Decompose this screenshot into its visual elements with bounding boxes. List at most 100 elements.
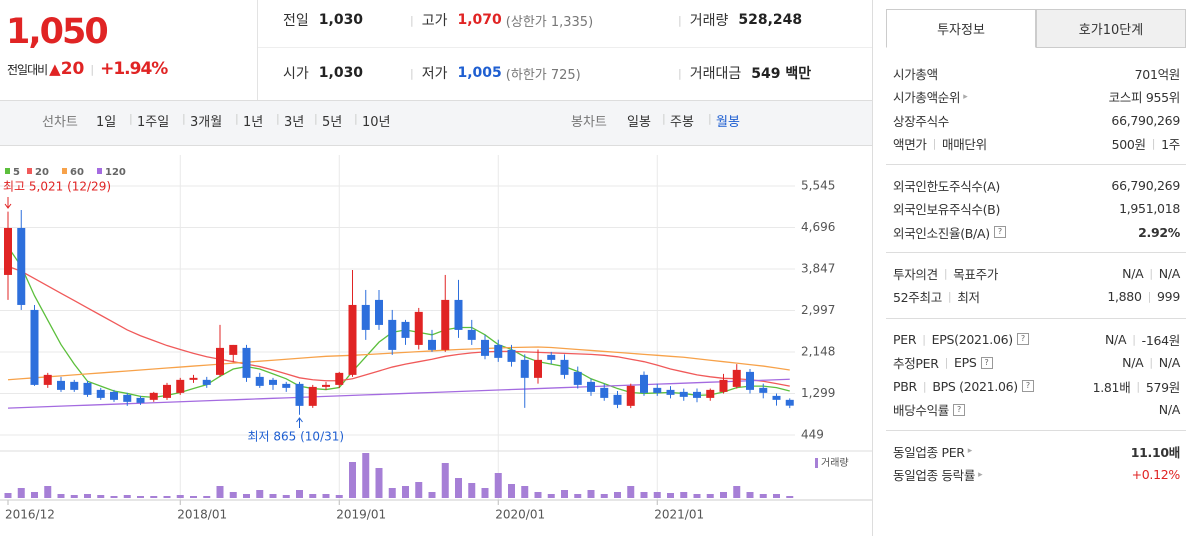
period-tab[interactable]: 1주일: [137, 115, 170, 130]
candle-body: [348, 304, 357, 375]
period-tab[interactable]: 1년: [243, 115, 264, 130]
tab-separator: |: [708, 112, 712, 125]
candle-body: [189, 377, 198, 380]
candle-body: [428, 339, 436, 350]
summary-label: 거래대금: [689, 66, 742, 82]
legend-label: 120: [105, 167, 126, 178]
candle-body: [587, 381, 595, 392]
tab-separator: |: [235, 112, 239, 125]
candle-body: [110, 391, 118, 400]
x-tick-label: 2016/12: [5, 508, 55, 522]
candle-body: [560, 359, 569, 375]
candle-body: [454, 299, 463, 330]
period-tab[interactable]: 3년: [284, 115, 305, 130]
decoration: ▸: [978, 469, 983, 480]
summary-cell: | 거래대금 549 백만: [678, 63, 811, 83]
candle-tab[interactable]: 일봉: [627, 115, 651, 130]
info-tab-label: 투자정보: [937, 23, 985, 38]
header-bottom-border: [0, 100, 872, 101]
volume-bar: [229, 492, 237, 498]
decoration: ?: [1021, 380, 1034, 393]
period-tab[interactable]: 10년: [362, 115, 391, 130]
info-value: 1.81배: [1092, 379, 1131, 395]
quote-box: [0, 0, 258, 100]
y-tick-label: 1,299: [801, 386, 835, 400]
candle-body: [547, 354, 556, 360]
info-label-group: 외국인보유주식수(B): [893, 199, 1000, 218]
volume-bar: [176, 495, 184, 498]
info-label: 상장주식수: [893, 113, 950, 129]
volume-bar: [547, 494, 555, 498]
change-line: 전일대비 ▲ 20 | +1.94%: [7, 58, 168, 80]
tab-separator: |: [182, 112, 186, 125]
candle-body: [600, 387, 609, 398]
current-price: 1,050: [6, 12, 109, 52]
candle-body: [242, 347, 251, 378]
legend-swatch: [27, 168, 32, 174]
volume-bar: [190, 496, 197, 498]
candle-body: [746, 371, 754, 390]
info-value: 701억원: [1134, 66, 1181, 82]
moving-average-line: [7, 265, 790, 387]
line-chart-label[interactable]: 선차트: [42, 115, 78, 130]
candle-body: [361, 304, 370, 330]
volume-bar: [31, 492, 38, 498]
info-label-group: 액면가 | 매매단위: [893, 134, 987, 153]
info-label-group: 52주최고 | 최저: [893, 287, 980, 306]
info-label: EPS: [954, 355, 977, 371]
decoration: |: [1136, 379, 1140, 393]
candle-body: [666, 389, 675, 395]
candle-body: [322, 384, 330, 387]
info-label-group: 시가총액순위 ▸: [893, 87, 968, 106]
info-value-group: N/A | N/A: [1122, 355, 1180, 370]
info-value-group: 1,951,018: [1119, 201, 1180, 216]
volume-bar: [428, 492, 436, 498]
info-row: 시가총액순위 ▸ 코스피 955위: [893, 87, 1180, 107]
decoration: ▸: [963, 91, 968, 102]
info-row: PER | EPS(2021.06)? N/A | -164원: [893, 329, 1180, 349]
info-value-group: 2.92%: [1138, 225, 1180, 240]
info-value: 1주: [1161, 137, 1180, 153]
volume-bar: [415, 482, 423, 498]
summary-value: 1,030: [318, 12, 364, 28]
volume-bar: [746, 492, 754, 498]
info-label-group: PBR | BPS (2021.06)?: [893, 379, 1034, 394]
info-value-group: N/A: [1159, 402, 1181, 417]
y-tick-label: 4,696: [801, 220, 835, 234]
period-tab[interactable]: 1일: [96, 115, 117, 130]
info-label: 시가총액순위: [893, 90, 961, 106]
info-value: 579원: [1145, 379, 1180, 395]
info-value: +0.12%: [1131, 467, 1181, 483]
candle-body: [123, 394, 132, 402]
decoration: |: [1132, 332, 1136, 346]
candle-tab[interactable]: 주봉: [670, 115, 694, 130]
decoration: |: [1147, 290, 1152, 304]
info-value: N/A: [1122, 265, 1144, 281]
info-row: 투자의견 | 목표주가 N/A | N/A: [893, 263, 1180, 283]
volume-bar: [640, 492, 648, 498]
info-label-group: 시가총액: [893, 64, 938, 83]
info-separator: [886, 318, 1186, 319]
info-row: 배당수익률? N/A: [893, 400, 1180, 420]
info-label: 액면가: [893, 137, 927, 153]
candle-body: [613, 394, 622, 405]
decoration: ?: [993, 226, 1006, 239]
info-label: 추정PER: [893, 356, 939, 372]
candle-body: [626, 385, 635, 406]
candle-body: [388, 319, 397, 350]
info-tab[interactable]: 투자정보: [886, 9, 1036, 48]
info-tab[interactable]: 호가10단계: [1036, 9, 1186, 48]
candle-body: [719, 379, 728, 392]
candle-tab[interactable]: 월봉: [716, 115, 740, 130]
summary-value: 528,248: [738, 12, 803, 28]
info-value: N/A: [1158, 265, 1181, 281]
volume-bar: [455, 478, 462, 498]
period-tab[interactable]: 3개월: [190, 115, 223, 130]
candle-body: [216, 347, 224, 375]
period-tab[interactable]: 5년: [322, 115, 343, 130]
info-label-group: 외국인한도주식수(A): [893, 176, 1000, 195]
candle-body: [255, 376, 264, 386]
decoration: |: [1151, 137, 1156, 151]
candle-chart-label[interactable]: 봉차트: [571, 115, 607, 130]
y-tick-label: 2,997: [801, 303, 835, 317]
